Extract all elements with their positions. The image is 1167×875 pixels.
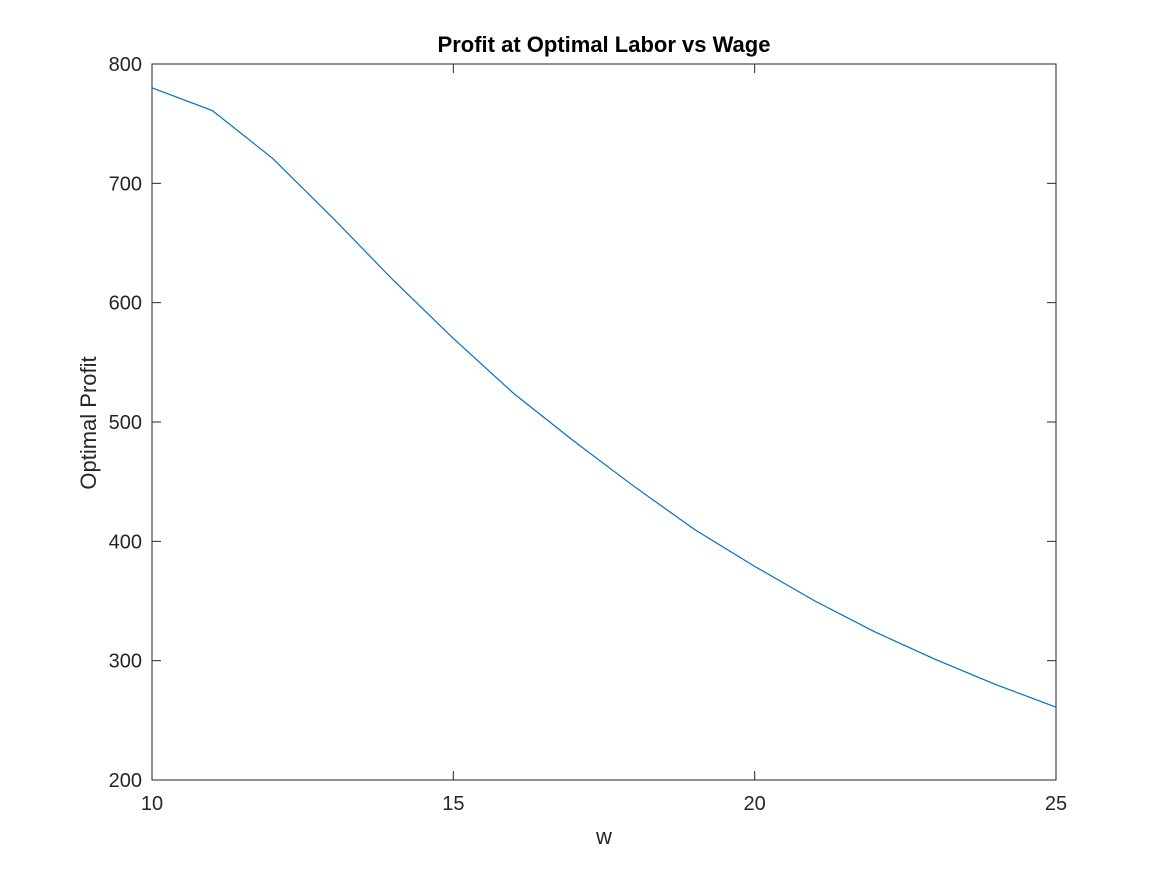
axes-box: [151, 63, 1057, 781]
y-tick-label: 300: [109, 651, 142, 673]
x-axis-label: w: [595, 824, 612, 849]
y-axis-label: Optimal Profit: [76, 356, 101, 489]
y-tick-label: 800: [109, 54, 142, 76]
x-tick-label: 15: [442, 793, 464, 815]
y-tick-label: 200: [109, 770, 142, 792]
x-tick-label: 10: [141, 793, 163, 815]
y-tick-label: 700: [109, 173, 142, 195]
chart-title: Profit at Optimal Labor vs Wage: [438, 32, 771, 57]
y-tick-label: 400: [109, 531, 142, 553]
x-tick-label: 25: [1045, 793, 1067, 815]
plot-area: 10 15 20 25 200 300 400 500 600 700 800: [109, 54, 1068, 815]
x-tick-label: 20: [744, 793, 766, 815]
y-tick-label: 600: [109, 293, 142, 315]
y-tick-label: 500: [109, 412, 142, 434]
series-line: [151, 87, 1057, 708]
